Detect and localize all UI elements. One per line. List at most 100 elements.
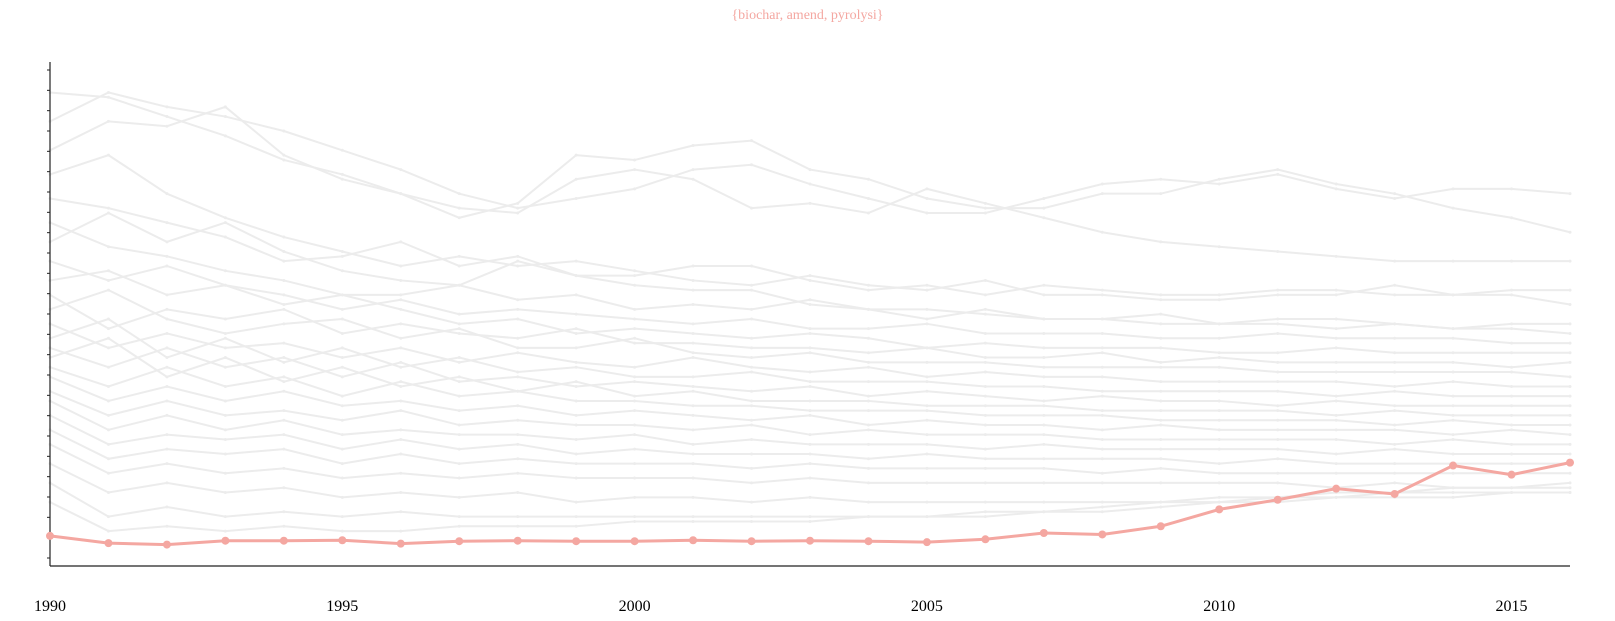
background-series-point (808, 409, 812, 413)
background-series-point (808, 495, 812, 499)
background-series-point (1159, 500, 1163, 504)
background-series-point (808, 519, 812, 523)
background-series-point (808, 380, 812, 384)
background-series-point (925, 375, 929, 379)
background-series-point (106, 278, 110, 282)
background-series-point (1042, 500, 1046, 504)
background-series-point (983, 201, 987, 205)
background-series-point (1510, 341, 1514, 345)
background-series-point (399, 438, 403, 441)
background-series-point (1159, 240, 1163, 244)
background-series-point (1451, 418, 1455, 422)
background-series-point (1334, 413, 1338, 417)
background-series-point (1042, 442, 1046, 446)
background-series-point (1393, 428, 1397, 432)
background-series-point (1217, 177, 1221, 181)
background-series-point (1042, 356, 1046, 360)
background-series-point (1159, 438, 1163, 441)
background-series-point (1568, 413, 1572, 417)
background-series-point (340, 375, 344, 379)
x-axis-ticks: 1990 1995 2000 2005 2010 2015 (34, 598, 1528, 615)
background-series-point (574, 365, 578, 369)
background-series-line (49, 197, 1571, 306)
background-series-point (1568, 322, 1572, 326)
background-series-point (574, 312, 578, 316)
background-series-point (1276, 331, 1280, 335)
background-series-line (49, 428, 1570, 475)
background-series-point (983, 293, 987, 297)
background-series-point (808, 399, 812, 403)
background-series-point (866, 336, 870, 340)
background-series-point (866, 481, 870, 485)
background-series-point (1042, 346, 1046, 350)
background-series-point (223, 365, 227, 369)
background-series-point (633, 476, 637, 480)
background-series-point (165, 124, 169, 128)
background-series-point (925, 380, 929, 384)
background-series-point (1100, 394, 1104, 398)
background-series-point (399, 307, 403, 311)
background-series-point (1510, 259, 1514, 263)
background-series-point (399, 365, 403, 369)
background-series-point (223, 399, 227, 403)
background-series-point (165, 221, 169, 225)
highlight-series-line (49, 461, 1571, 547)
background-series-point (1451, 370, 1455, 374)
background-series-point (457, 476, 461, 480)
background-series-point (691, 375, 695, 379)
background-series-point (633, 269, 637, 273)
background-series-point (223, 491, 227, 495)
background-series-point (399, 278, 403, 282)
background-series-point (1568, 433, 1572, 437)
background-series-point (808, 331, 812, 335)
background-series-point (1159, 192, 1163, 196)
background-series-point (165, 307, 169, 311)
background-series-point (457, 375, 461, 379)
background-series-point (983, 413, 987, 417)
background-series-point (983, 384, 987, 388)
background-series-point (165, 317, 169, 321)
background-series-point (691, 515, 695, 519)
background-series-point (1276, 293, 1280, 297)
x-tick-label: 2015 (1496, 598, 1528, 615)
background-series-point (340, 495, 344, 499)
background-series-point (1159, 177, 1163, 181)
background-series-point (866, 307, 870, 311)
background-series-point (1217, 322, 1221, 326)
highlight-series-point (689, 536, 698, 545)
background-series-point (223, 515, 227, 519)
background-series-point (223, 331, 227, 335)
background-series-point (516, 298, 520, 302)
background-series-point (282, 129, 286, 133)
background-series-point (1393, 283, 1397, 287)
background-series-point (1042, 510, 1046, 514)
background-series-point (516, 211, 520, 215)
background-series-point (223, 269, 227, 273)
background-series-point (691, 452, 695, 456)
background-series-point (1100, 182, 1104, 186)
background-series-point (574, 413, 578, 417)
background-series-point (750, 423, 754, 427)
background-series-point (1159, 365, 1163, 369)
background-series-point (1276, 317, 1280, 321)
background-series-point (1568, 423, 1572, 427)
background-series-point (750, 370, 754, 374)
background-series-point (574, 153, 578, 157)
background-series-point (282, 433, 286, 437)
background-series-point (340, 250, 344, 254)
background-series-point (633, 515, 637, 519)
background-series-group (48, 90, 1572, 533)
highlight-series-point (630, 537, 639, 546)
background-series-point (106, 346, 110, 350)
background-series-point (516, 264, 520, 268)
background-series-point (223, 115, 227, 119)
background-series-point (1393, 404, 1397, 408)
background-series-point (750, 481, 754, 485)
background-series-point (516, 524, 520, 528)
background-series-point (1451, 438, 1455, 441)
background-series-point (1217, 447, 1221, 451)
background-series-point (633, 168, 637, 172)
background-series-point (1217, 481, 1221, 485)
background-series-point (457, 495, 461, 499)
highlight-series-point (221, 536, 230, 545)
